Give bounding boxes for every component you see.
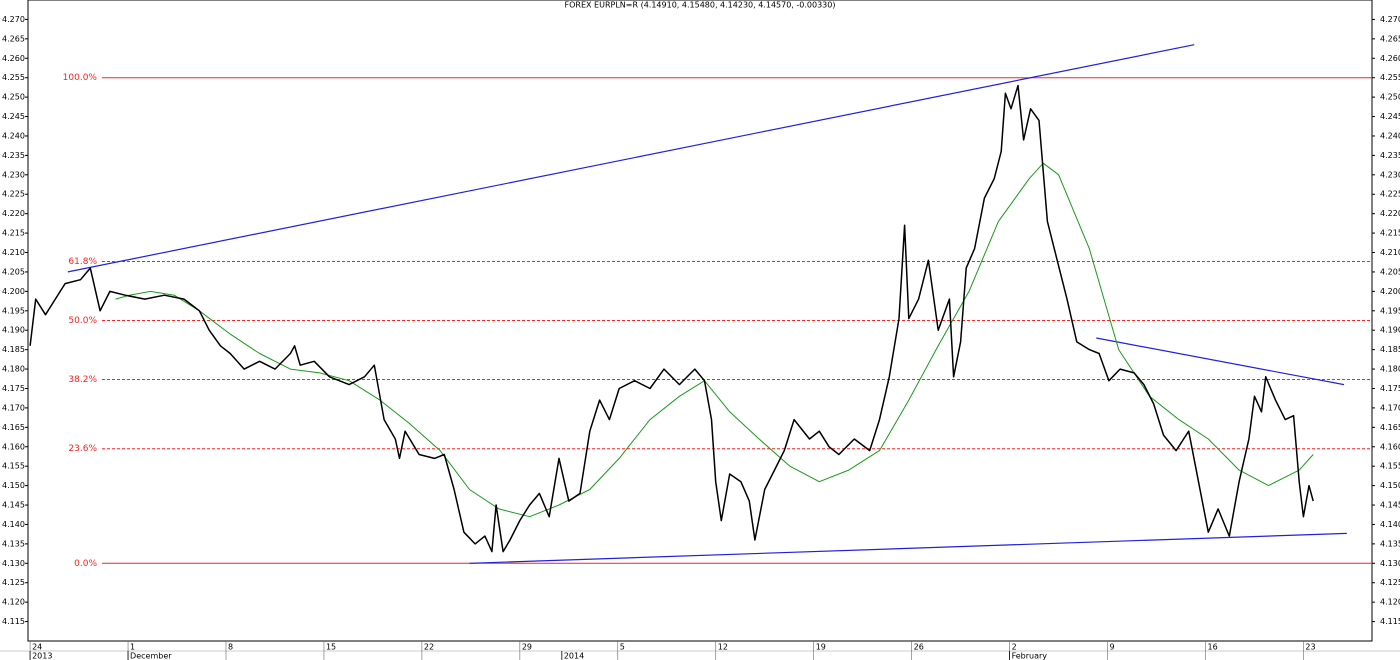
y-tick-label: 4.135 (2, 539, 25, 548)
y-tick-label: 4.125 (1380, 578, 1400, 587)
y-tick-label: 4.235 (1380, 151, 1400, 160)
x-tick-label: 1 (130, 643, 135, 652)
y-tick-label: 4.170 (2, 403, 25, 412)
y-tick-label: 4.195 (1380, 306, 1400, 315)
plot-frame (27, 0, 1373, 642)
y-tick-label: 4.175 (2, 384, 25, 393)
y-tick-label: 4.205 (2, 267, 25, 276)
x-tick-label: 22 (424, 643, 434, 652)
y-tick-label: 4.115 (2, 617, 25, 626)
y-tick-label: 4.195 (2, 306, 25, 315)
y-tick-label: 4.180 (1380, 365, 1400, 374)
y-tick-label: 4.255 (2, 73, 25, 82)
y-tick-label: 4.270 (1380, 15, 1400, 24)
y-tick-label: 4.250 (1380, 93, 1400, 102)
x-tick-label: 2 (1012, 643, 1017, 652)
y-tick-label: 4.230 (2, 170, 25, 179)
y-tick-label: 4.205 (1380, 267, 1400, 276)
y-tick-label: 4.220 (1380, 209, 1400, 218)
price-line (29, 84, 1314, 553)
y-tick-label: 4.165 (1380, 423, 1400, 432)
x-tick-label: 15 (326, 643, 336, 652)
x-period-label: February (1012, 652, 1048, 660)
y-tick-label: 4.165 (2, 423, 25, 432)
y-tick-label: 4.230 (1380, 170, 1400, 179)
y-tick-label: 4.170 (1380, 403, 1400, 412)
y-tick-label: 4.185 (1380, 345, 1400, 354)
y-tick-label: 4.250 (2, 93, 25, 102)
x-tick-label: 9 (1110, 643, 1115, 652)
y-tick-label: 4.120 (1380, 598, 1400, 607)
y-tick-label: 4.210 (1380, 248, 1400, 257)
y-tick-label: 4.160 (1380, 442, 1400, 451)
y-tick-label: 4.240 (2, 131, 25, 140)
y-tick-label: 4.265 (1380, 34, 1400, 43)
y-tick-label: 4.215 (1380, 229, 1400, 238)
moving-average-line (115, 162, 1314, 518)
y-tick-label: 4.240 (1380, 131, 1400, 140)
y-tick-label: 4.140 (2, 520, 25, 529)
x-tick-label: 12 (718, 643, 728, 652)
x-tick-label: 19 (816, 643, 826, 652)
y-tick-label: 4.245 (1380, 112, 1400, 121)
y-tick-label: 4.215 (2, 229, 25, 238)
y-tick-label: 4.130 (1380, 559, 1400, 568)
y-tick-label: 4.115 (1380, 617, 1400, 626)
y-tick-label: 4.175 (1380, 384, 1400, 393)
fib-level-label: 100.0% (63, 73, 98, 83)
chart-title: FOREX EURPLN=R (4.14910, 4.15480, 4.1423… (565, 1, 836, 10)
x-period-label: 2013 (32, 652, 52, 660)
fib-level-label: 0.0% (74, 559, 97, 569)
y-tick-label: 4.160 (2, 442, 25, 451)
y-tick-label: 4.145 (1380, 501, 1400, 510)
y-tick-label: 4.130 (2, 559, 25, 568)
x-period-label: December (130, 652, 172, 660)
fib-level-label: 23.6% (68, 444, 97, 454)
y-tick-label: 4.125 (2, 578, 25, 587)
y-tick-label: 4.260 (2, 54, 25, 63)
y-tick-label: 4.260 (1380, 54, 1400, 63)
y-tick-label: 4.255 (1380, 73, 1400, 82)
y-tick-label: 4.120 (2, 598, 25, 607)
y-tick-label: 4.155 (2, 462, 25, 471)
trend-line (469, 532, 1347, 564)
x-period-label: 2014 (564, 652, 584, 660)
fib-level-label: 61.8% (68, 257, 97, 267)
trend-line (67, 44, 1195, 273)
x-tick-label: 26 (914, 643, 924, 652)
x-tick-label: 23 (1305, 643, 1315, 652)
y-tick-label: 4.155 (1380, 462, 1400, 471)
x-tick-label: 5 (620, 643, 625, 652)
y-tick-label: 4.235 (2, 151, 25, 160)
y-tick-label: 4.200 (2, 287, 25, 296)
y-tick-label: 4.185 (2, 345, 25, 354)
fib-level-label: 50.0% (68, 316, 97, 326)
y-tick-label: 4.190 (1380, 326, 1400, 335)
x-tick-label: 8 (228, 643, 233, 652)
x-tick-label: 29 (522, 643, 532, 652)
fib-level-label: 38.2% (68, 375, 97, 385)
y-tick-label: 4.190 (2, 326, 25, 335)
y-tick-label: 4.225 (1380, 190, 1400, 199)
trend-line (1096, 337, 1345, 386)
y-tick-label: 4.245 (2, 112, 25, 121)
y-tick-label: 4.150 (2, 481, 25, 490)
x-tick-label: 16 (1207, 643, 1217, 652)
y-tick-label: 4.135 (1380, 539, 1400, 548)
x-tick-label: 24 (32, 643, 42, 652)
y-tick-label: 4.145 (2, 501, 25, 510)
y-tick-label: 4.265 (2, 34, 25, 43)
y-tick-label: 4.200 (1380, 287, 1400, 296)
y-tick-label: 4.225 (2, 190, 25, 199)
y-tick-label: 4.210 (2, 248, 25, 257)
y-tick-label: 4.150 (1380, 481, 1400, 490)
y-tick-label: 4.180 (2, 365, 25, 374)
y-tick-label: 4.140 (1380, 520, 1400, 529)
y-tick-label: 4.220 (2, 209, 25, 218)
y-tick-label: 4.270 (2, 15, 25, 24)
